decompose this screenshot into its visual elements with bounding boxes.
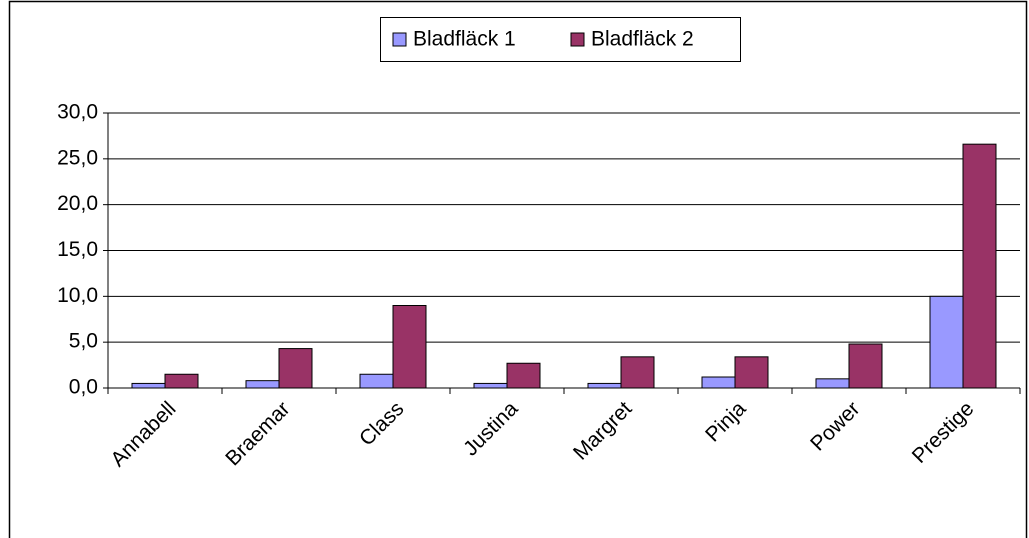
y-tick-label: 15,0 [57,238,98,261]
legend-box [380,17,741,62]
y-tick-label: 5,0 [69,330,98,353]
bar [734,356,769,389]
bar [701,376,736,389]
bar [620,356,655,389]
chart-border [8,0,1028,538]
y-tick-label: 10,0 [57,284,98,307]
bar [392,305,427,389]
bar [131,382,166,389]
legend-label: Bladfläck 1 [413,28,516,51]
bar [473,382,508,389]
legend-swatch [570,32,585,47]
legend-label: Bladfläck 2 [591,28,694,51]
bar [359,373,394,389]
bar [587,382,622,389]
bar [245,380,280,389]
bar [848,343,883,389]
y-tick-label: 20,0 [57,192,98,215]
bar [815,378,850,389]
bar [164,373,199,389]
y-tick-label: 30,0 [57,101,98,124]
legend-swatch [392,32,407,47]
y-tick-label: 0,0 [69,376,98,399]
bar [962,143,997,389]
bar [929,295,964,389]
bar [506,362,541,389]
bar [278,348,313,389]
y-tick-label: 25,0 [57,146,98,169]
